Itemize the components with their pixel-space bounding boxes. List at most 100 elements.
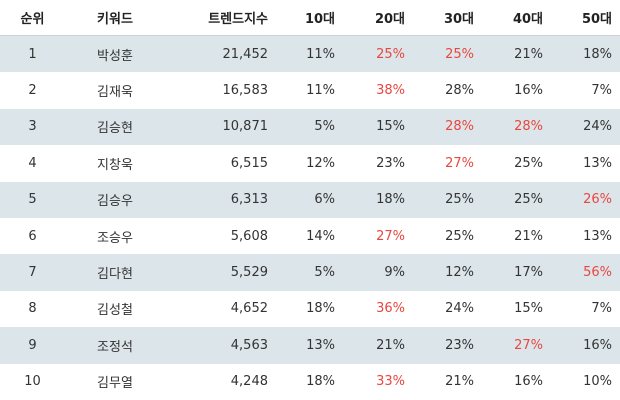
cell: 50대 [581,12,612,27]
cell: 김재욱 [97,85,133,101]
cell: 16% [514,374,543,390]
cell: 21% [514,228,543,244]
table-row: 8 김성철 4,652 18% 36% 24% 15% 7% [0,291,620,327]
cell: 5,529 [230,265,268,281]
cell: 5 [28,192,37,208]
cell: 18% [306,301,335,317]
cell: 21% [445,374,474,390]
table-row: 2 김재욱 16,583 11% 38% 28% 16% 7% [0,72,620,108]
cell: 8 [28,301,37,317]
cell: 25% [514,192,543,208]
cell: 16,583 [222,83,269,99]
table-row: 5 김승우 6,313 6% 18% 25% 25% 26% [0,181,620,218]
cell: 12% [445,265,474,281]
cell: 21% [514,46,543,62]
cell: 28% [514,119,543,135]
cell: 15% [376,119,405,135]
cell: 16% [514,83,543,99]
cell: 25% [445,192,474,208]
cell: 18% [376,192,405,208]
cell: 28% [445,83,474,99]
cell: 5% [314,265,335,281]
cell: 트렌드지수 [208,12,268,27]
cell: 21,452 [222,46,269,62]
cell: 30대 [443,12,474,27]
cell: 지창욱 [97,157,133,173]
cell: 9% [384,265,405,281]
cell: 25% [445,228,474,244]
cell: 4,652 [230,301,268,317]
cell: 33% [376,374,405,390]
cell: 김성철 [97,303,133,319]
cell: 38% [376,83,405,99]
cell: 40대 [512,12,543,27]
cell: 10대 [304,12,335,27]
cell: 7% [591,83,612,99]
cell: 17% [514,265,543,281]
cell: 박성훈 [97,48,133,64]
cell: 김무열 [97,376,133,392]
cell: 25% [445,46,474,62]
cell: 6 [28,228,37,244]
cell: 10 [24,374,41,390]
cell: 16% [583,337,612,353]
cell: 26% [583,192,612,208]
cell: 18% [583,46,612,62]
cell: 13% [583,155,612,171]
cell: 36% [376,301,405,317]
table-row: 3 김승현 10,871 5% 15% 28% 28% 24% [0,108,620,146]
table-row: 7 김다현 5,529 5% 9% 12% 17% 56% [0,254,620,291]
cell: 13% [306,337,335,353]
cell: 24% [445,301,474,317]
cell: 23% [445,337,474,353]
table-row: 10 김무열 4,248 18% 33% 21% 16% 10% [0,364,620,400]
cell: 조승우 [97,230,133,246]
header-row: 순위 키워드 트렌드지수 10대 20대 30대 40대 50대 [0,0,620,36]
cell: 25% [376,46,405,62]
cell: 조정석 [97,339,133,355]
cell: 6% [314,192,335,208]
cell: 21% [376,337,405,353]
table-row: 6 조승우 5,608 14% 27% 25% 21% 13% [0,218,620,254]
cell: 김승현 [97,121,133,137]
cell: 27% [514,337,543,353]
cell: 5% [314,119,335,135]
cell: 1 [28,46,37,62]
cell: 4 [28,155,37,171]
cell: 6,515 [230,155,268,171]
cell: 2 [28,83,37,99]
cell: 9 [28,337,37,353]
cell: 14% [306,228,335,244]
cell: 7 [28,265,37,281]
cell: 18% [306,374,335,390]
cell: 27% [445,155,474,171]
cell: 12% [306,155,335,171]
cell: 24% [583,119,612,135]
cell: 5,608 [230,228,268,244]
cell: 4,563 [230,337,268,353]
cell: 김다현 [97,267,133,283]
cell: 7% [591,301,612,317]
cell: 10,871 [222,119,269,135]
cell: 11% [306,83,335,99]
cell: 김승우 [97,194,133,210]
cell: 28% [445,119,474,135]
cell: 키워드 [97,12,133,27]
cell: 순위 [20,12,45,27]
table-row: 4 지창욱 6,515 12% 23% 27% 25% 13% [0,145,620,181]
cell: 20대 [374,12,405,27]
cell: 3 [28,119,37,135]
cell: 56% [583,265,612,281]
cell: 4,248 [230,374,268,390]
cell: 11% [306,46,335,62]
cell: 23% [376,155,405,171]
cell: 27% [376,228,405,244]
cell: 10% [583,374,612,390]
table-row: 1 박성훈 21,452 11% 25% 25% 21% 18% [0,36,620,73]
table-row: 9 조정석 4,563 13% 21% 23% 27% 16% [0,327,620,364]
cell: 13% [583,228,612,244]
cell: 25% [514,155,543,171]
cell: 6,313 [230,192,268,208]
cell: 15% [514,301,543,317]
